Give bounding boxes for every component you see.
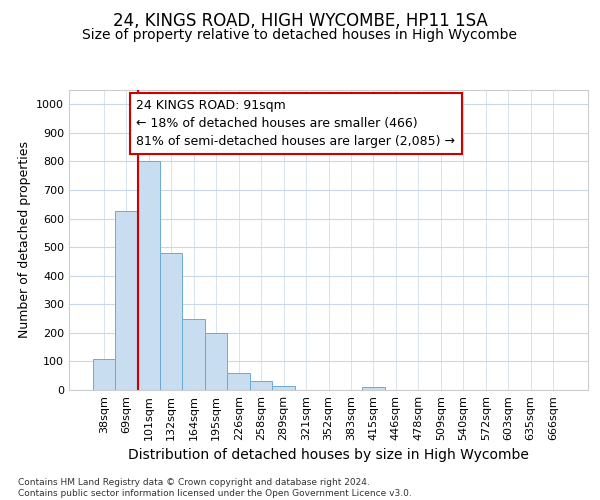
Bar: [137, 162, 160, 390]
Bar: [160, 253, 182, 390]
Text: 24, KINGS ROAD, HIGH WYCOMBE, HP11 1SA: 24, KINGS ROAD, HIGH WYCOMBE, HP11 1SA: [113, 12, 487, 30]
X-axis label: Distribution of detached houses by size in High Wycombe: Distribution of detached houses by size …: [128, 448, 529, 462]
Bar: [362, 387, 385, 390]
Bar: [182, 318, 205, 390]
Y-axis label: Number of detached properties: Number of detached properties: [17, 142, 31, 338]
Bar: [115, 212, 137, 390]
Text: Contains HM Land Registry data © Crown copyright and database right 2024.
Contai: Contains HM Land Registry data © Crown c…: [18, 478, 412, 498]
Bar: [227, 373, 250, 390]
Bar: [250, 382, 272, 390]
Bar: [272, 386, 295, 390]
Text: 24 KINGS ROAD: 91sqm
← 18% of detached houses are smaller (466)
81% of semi-deta: 24 KINGS ROAD: 91sqm ← 18% of detached h…: [136, 99, 455, 148]
Bar: [92, 358, 115, 390]
Text: Size of property relative to detached houses in High Wycombe: Size of property relative to detached ho…: [83, 28, 517, 42]
Bar: [205, 333, 227, 390]
